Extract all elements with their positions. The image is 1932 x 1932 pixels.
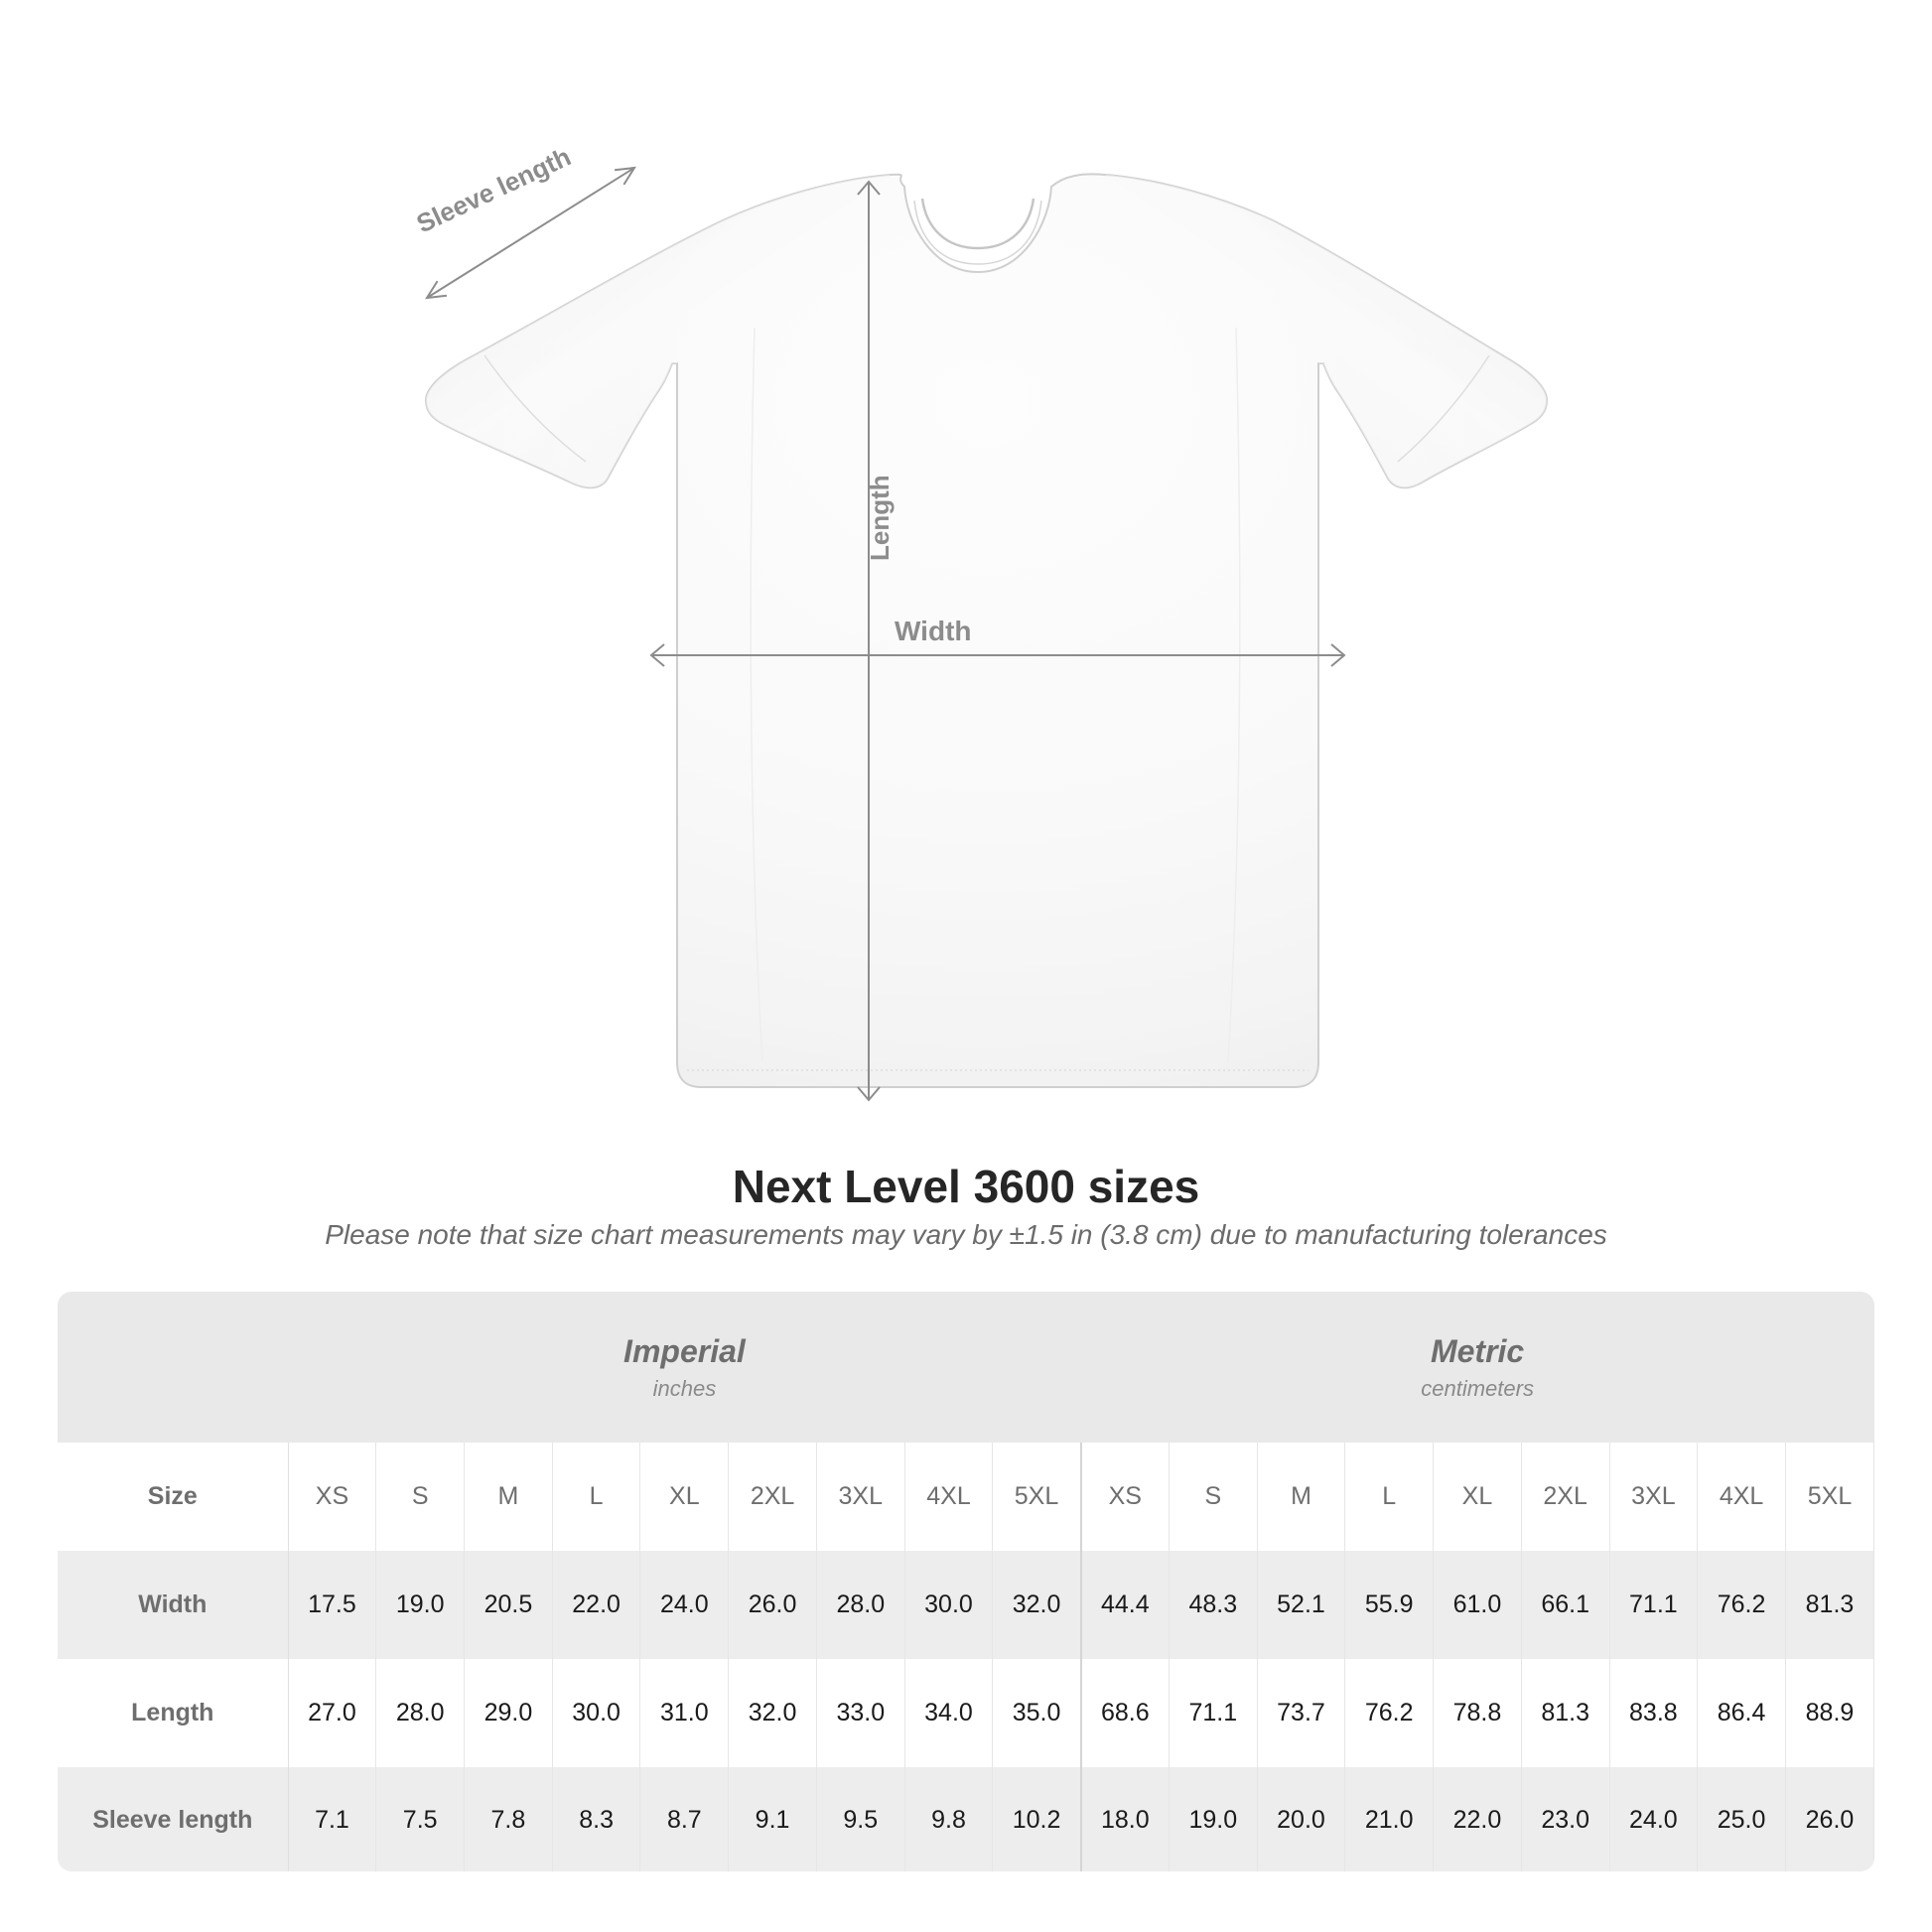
svg-text:Sleeve length: Sleeve length xyxy=(412,141,576,238)
svg-text:Width: Width xyxy=(895,616,972,646)
svg-text:Length: Length xyxy=(865,475,895,561)
